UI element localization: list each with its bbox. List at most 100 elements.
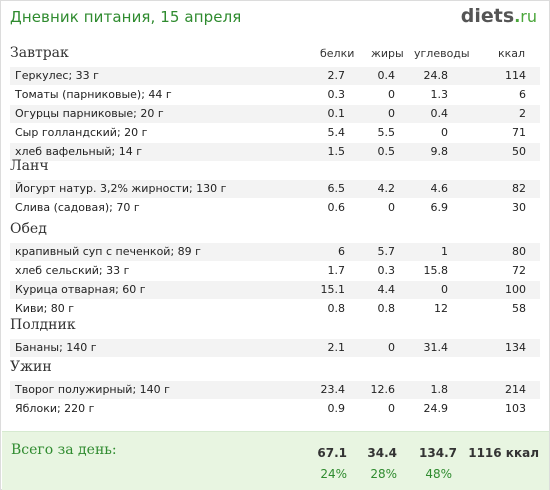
food-carbs: 31.4 bbox=[423, 341, 449, 354]
food-protein: 6 bbox=[338, 245, 345, 258]
column-headers: белки жиры углеводы ккал bbox=[1, 47, 549, 63]
food-kcal: 82 bbox=[512, 182, 526, 195]
meal-title: Обед bbox=[10, 221, 47, 237]
food-row: Геркулес; 33 г 2.7 0.4 24.8 114 bbox=[10, 67, 540, 85]
food-protein: 5.4 bbox=[327, 126, 346, 139]
food-kcal: 30 bbox=[512, 201, 526, 214]
food-carbs: 24.9 bbox=[423, 402, 449, 415]
food-protein: 0.1 bbox=[327, 107, 346, 120]
food-row: Слива (садовая); 70 г 0.6 0 6.9 30 bbox=[10, 199, 540, 217]
food-row: Яблоки; 220 г 0.9 0 24.9 103 bbox=[10, 400, 540, 418]
food-fat: 5.5 bbox=[377, 126, 396, 139]
food-row: Огурцы парниковые; 20 г 0.1 0 0.4 2 bbox=[10, 105, 540, 123]
col-carbs: углеводы bbox=[414, 47, 470, 60]
food-name: Киви; 80 г bbox=[15, 302, 75, 315]
food-name: Яблоки; 220 г bbox=[15, 402, 95, 415]
meal-title: Завтрак bbox=[10, 45, 69, 61]
food-name: Томаты (парниковые); 44 г bbox=[15, 88, 172, 101]
food-protein: 15.1 bbox=[320, 283, 346, 296]
food-kcal: 134 bbox=[505, 341, 526, 354]
food-fat: 5.7 bbox=[377, 245, 396, 258]
food-carbs: 12 bbox=[434, 302, 448, 315]
col-protein: белки bbox=[320, 47, 355, 60]
food-name: Огурцы парниковые; 20 г bbox=[15, 107, 164, 120]
food-kcal: 58 bbox=[512, 302, 526, 315]
total-fat: 34.4 bbox=[367, 446, 397, 460]
total-protein: 67.1 bbox=[317, 446, 347, 460]
food-protein: 23.4 bbox=[320, 383, 346, 396]
totals-label: Всего за день: bbox=[11, 442, 117, 458]
food-fat: 4.4 bbox=[377, 283, 396, 296]
food-name: Йогурт натур. 3,2% жирности; 130 г bbox=[15, 182, 227, 195]
food-protein: 0.3 bbox=[327, 88, 346, 101]
pct-fat: 28% bbox=[370, 467, 397, 481]
pct-carbs: 48% bbox=[425, 467, 452, 481]
food-row: Йогурт натур. 3,2% жирности; 130 г 6.5 4.2… bbox=[10, 180, 540, 198]
logo-tld: ru bbox=[520, 7, 537, 26]
food-name: Слива (садовая); 70 г bbox=[15, 201, 140, 214]
food-protein: 2.7 bbox=[327, 69, 346, 82]
totals-panel: Всего за день: 67.1 34.4 134.7 1116 ккал… bbox=[2, 431, 549, 490]
food-name: Геркулес; 33 г bbox=[15, 69, 99, 82]
meal-title: Ужин bbox=[10, 359, 52, 375]
food-row: хлеб вафельный; 14 г 1.5 0.5 9.8 50 bbox=[10, 143, 540, 161]
food-carbs: 24.8 bbox=[423, 69, 449, 82]
food-protein: 2.1 bbox=[327, 341, 346, 354]
food-row: Курица отварная; 60 г 15.1 4.4 0 100 bbox=[10, 281, 540, 299]
header: Дневник питания, 15 апреля diets.ru bbox=[1, 1, 549, 35]
food-kcal: 80 bbox=[512, 245, 526, 258]
meal-title: Полдник bbox=[10, 317, 76, 333]
food-fat: 0.3 bbox=[377, 264, 396, 277]
food-row: крапивный суп с печенкой; 89 г 6 5.7 1 80 bbox=[10, 243, 540, 261]
total-kcal: 1116 ккал bbox=[468, 446, 539, 460]
food-kcal: 100 bbox=[505, 283, 526, 296]
food-name: хлеб сельский; 33 г bbox=[15, 264, 130, 277]
food-row: Творог полужирный; 140 г 23.4 12.6 1.8 214 bbox=[10, 381, 540, 399]
food-carbs: 1.8 bbox=[430, 383, 449, 396]
food-carbs: 1 bbox=[441, 245, 448, 258]
food-fat: 0 bbox=[388, 107, 395, 120]
food-carbs: 9.8 bbox=[430, 145, 449, 158]
food-name: хлеб вафельный; 14 г bbox=[15, 145, 142, 158]
food-kcal: 71 bbox=[512, 126, 526, 139]
food-name: Бананы; 140 г bbox=[15, 341, 97, 354]
food-kcal: 114 bbox=[505, 69, 526, 82]
food-fat: 0 bbox=[388, 201, 395, 214]
food-protein: 6.5 bbox=[327, 182, 346, 195]
total-carbs: 134.7 bbox=[419, 446, 457, 460]
food-row: Томаты (парниковые); 44 г 0.3 0 1.3 6 bbox=[10, 86, 540, 104]
food-protein: 1.7 bbox=[327, 264, 346, 277]
food-carbs: 6.9 bbox=[430, 201, 449, 214]
col-fat: жиры bbox=[371, 47, 404, 60]
meal-title: Ланч bbox=[10, 158, 49, 174]
food-row: Сыр голландский; 20 г 5.4 5.5 0 71 bbox=[10, 124, 540, 142]
food-fat: 12.6 bbox=[370, 383, 396, 396]
food-kcal: 214 bbox=[505, 383, 526, 396]
food-kcal: 72 bbox=[512, 264, 526, 277]
logo-dot: . bbox=[514, 7, 521, 26]
food-protein: 0.6 bbox=[327, 201, 346, 214]
food-kcal: 103 bbox=[505, 402, 526, 415]
food-carbs: 15.8 bbox=[423, 264, 449, 277]
site-logo[interactable]: diets.ru bbox=[461, 5, 537, 27]
food-protein: 1.5 bbox=[327, 145, 346, 158]
food-row: Бананы; 140 г 2.1 0 31.4 134 bbox=[10, 339, 540, 357]
food-protein: 0.9 bbox=[327, 402, 346, 415]
food-row: хлеб сельский; 33 г 1.7 0.3 15.8 72 bbox=[10, 262, 540, 280]
logo-main: diets bbox=[460, 5, 515, 27]
food-fat: 4.2 bbox=[377, 182, 396, 195]
pct-protein: 24% bbox=[320, 467, 347, 481]
food-carbs: 1.3 bbox=[430, 88, 449, 101]
food-name: Сыр голландский; 20 г bbox=[15, 126, 148, 139]
food-fat: 0 bbox=[388, 341, 395, 354]
food-kcal: 50 bbox=[512, 145, 526, 158]
food-carbs: 4.6 bbox=[430, 182, 449, 195]
food-fat: 0.4 bbox=[377, 69, 396, 82]
food-carbs: 0 bbox=[441, 283, 448, 296]
page-title: Дневник питания, 15 апреля bbox=[10, 8, 242, 26]
food-fat: 0 bbox=[388, 88, 395, 101]
food-kcal: 2 bbox=[519, 107, 526, 120]
food-name: крапивный суп с печенкой; 89 г bbox=[15, 245, 201, 258]
food-row: Киви; 80 г 0.8 0.8 12 58 bbox=[10, 300, 540, 318]
